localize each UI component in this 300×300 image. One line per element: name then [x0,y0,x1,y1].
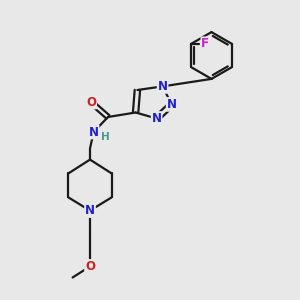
Text: N: N [85,204,95,217]
Text: N: N [158,80,168,93]
Text: O: O [86,95,96,109]
Text: N: N [152,112,162,125]
Text: O: O [85,260,95,273]
Text: H: H [101,132,110,142]
Text: N: N [88,125,99,139]
Text: N: N [167,98,177,111]
Text: F: F [201,37,209,50]
